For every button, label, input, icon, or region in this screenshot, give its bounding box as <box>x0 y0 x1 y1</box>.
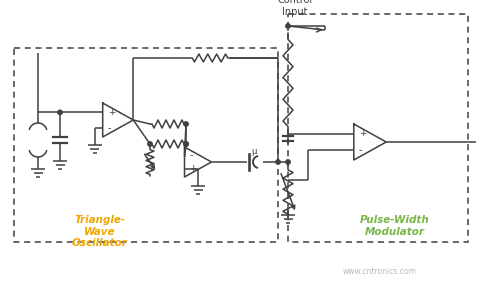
Text: -: - <box>190 150 193 160</box>
Text: Control
Input: Control Input <box>278 0 312 17</box>
Circle shape <box>276 160 280 164</box>
Text: +: + <box>359 129 366 138</box>
Circle shape <box>148 142 152 146</box>
Text: Pulse-Width
Modulator: Pulse-Width Modulator <box>360 215 430 237</box>
Circle shape <box>286 24 290 28</box>
Text: +: + <box>190 164 197 173</box>
Text: Triangle-
Wave
Oscillator: Triangle- Wave Oscillator <box>72 215 128 248</box>
Bar <box>14 48 278 242</box>
Circle shape <box>286 160 290 164</box>
Bar <box>288 14 468 242</box>
Circle shape <box>184 142 188 146</box>
Text: +: + <box>108 108 115 117</box>
Circle shape <box>58 110 62 115</box>
Circle shape <box>184 142 188 146</box>
Text: μ: μ <box>251 146 257 156</box>
Text: -: - <box>359 145 362 155</box>
Circle shape <box>184 122 188 126</box>
Text: -: - <box>108 123 111 133</box>
Text: www.cntronics.com: www.cntronics.com <box>343 267 417 276</box>
